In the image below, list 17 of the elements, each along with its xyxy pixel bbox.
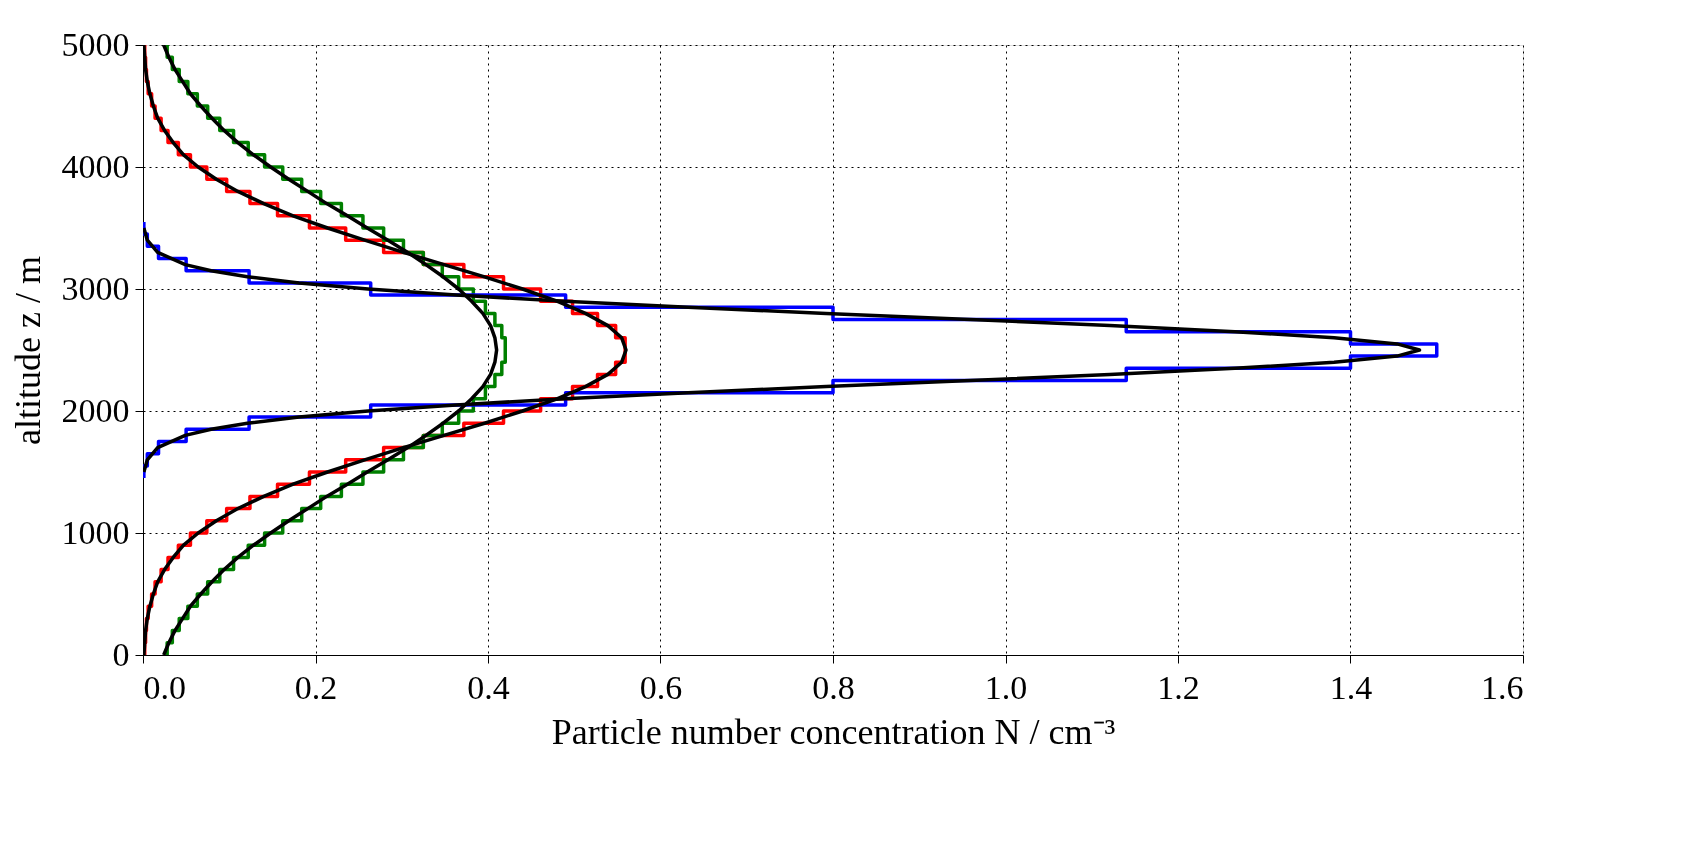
x-tick-label: 1.2 bbox=[1157, 668, 1200, 706]
x-tick-label: 0.2 bbox=[294, 668, 338, 706]
y-axis-title: altitude z / m bbox=[7, 256, 48, 445]
x-tick-label: 1.4 bbox=[1329, 668, 1373, 706]
x-tick-label: 1.6 bbox=[1481, 668, 1524, 706]
x-tick-label: 0.8 bbox=[812, 668, 855, 706]
y-tick-label: 5000 bbox=[61, 25, 130, 63]
x-tick-label: 0.6 bbox=[639, 668, 683, 706]
x-tick-label: 0.4 bbox=[467, 668, 510, 706]
x-tick-label: 0.0 bbox=[143, 668, 186, 706]
y-tick-label: 2000 bbox=[61, 391, 130, 429]
x-tick-label: 1.0 bbox=[984, 668, 1028, 706]
y-tick-label: 4000 bbox=[61, 147, 130, 185]
y-tick-label: 0 bbox=[112, 635, 130, 673]
y-tick-label: 3000 bbox=[61, 269, 130, 307]
x-axis-title: Particle number concentration N / cm⁻³ bbox=[551, 711, 1116, 752]
y-tick-label: 1000 bbox=[61, 513, 130, 551]
